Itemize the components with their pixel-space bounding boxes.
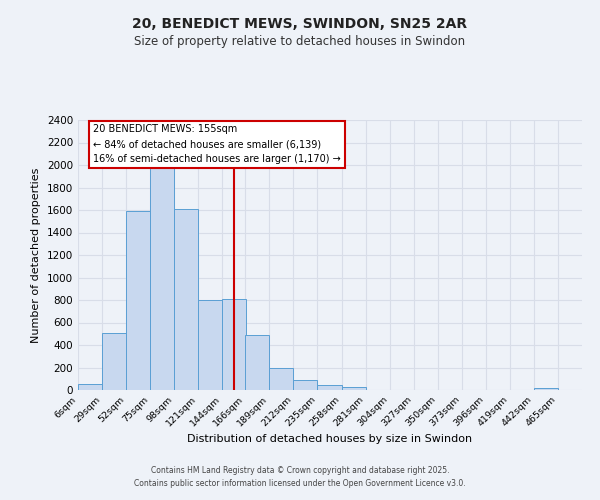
Bar bbox=[78, 384, 102, 390]
Bar bbox=[126, 211, 150, 390]
Bar bbox=[534, 388, 558, 390]
Bar bbox=[198, 300, 222, 390]
Y-axis label: Number of detached properties: Number of detached properties bbox=[31, 168, 41, 342]
Bar bbox=[174, 209, 198, 390]
Text: Contains HM Land Registry data © Crown copyright and database right 2025.
Contai: Contains HM Land Registry data © Crown c… bbox=[134, 466, 466, 487]
Bar bbox=[102, 332, 126, 390]
Bar bbox=[269, 368, 293, 390]
Text: Size of property relative to detached houses in Swindon: Size of property relative to detached ho… bbox=[134, 35, 466, 48]
Bar bbox=[222, 299, 247, 390]
X-axis label: Distribution of detached houses by size in Swindon: Distribution of detached houses by size … bbox=[187, 434, 473, 444]
Text: 20, BENEDICT MEWS, SWINDON, SN25 2AR: 20, BENEDICT MEWS, SWINDON, SN25 2AR bbox=[133, 18, 467, 32]
Bar bbox=[245, 335, 269, 390]
Bar bbox=[293, 380, 317, 390]
Bar bbox=[150, 168, 174, 390]
Bar bbox=[317, 385, 341, 390]
Bar bbox=[341, 386, 365, 390]
Text: 20 BENEDICT MEWS: 155sqm
← 84% of detached houses are smaller (6,139)
16% of sem: 20 BENEDICT MEWS: 155sqm ← 84% of detach… bbox=[93, 124, 341, 164]
